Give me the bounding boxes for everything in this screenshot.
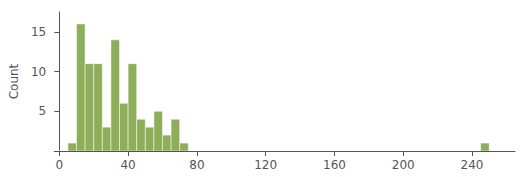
svg-text:120: 120 [254, 158, 277, 172]
svg-text:0: 0 [56, 158, 64, 172]
svg-text:200: 200 [392, 158, 415, 172]
svg-text:Count: Count [7, 63, 21, 99]
svg-text:15: 15 [31, 25, 46, 39]
svg-text:10: 10 [31, 65, 46, 79]
svg-text:160: 160 [323, 158, 346, 172]
svg-text:240: 240 [461, 158, 484, 172]
svg-text:40: 40 [120, 158, 135, 172]
svg-text:80: 80 [189, 158, 204, 172]
svg-text:5: 5 [39, 104, 47, 118]
